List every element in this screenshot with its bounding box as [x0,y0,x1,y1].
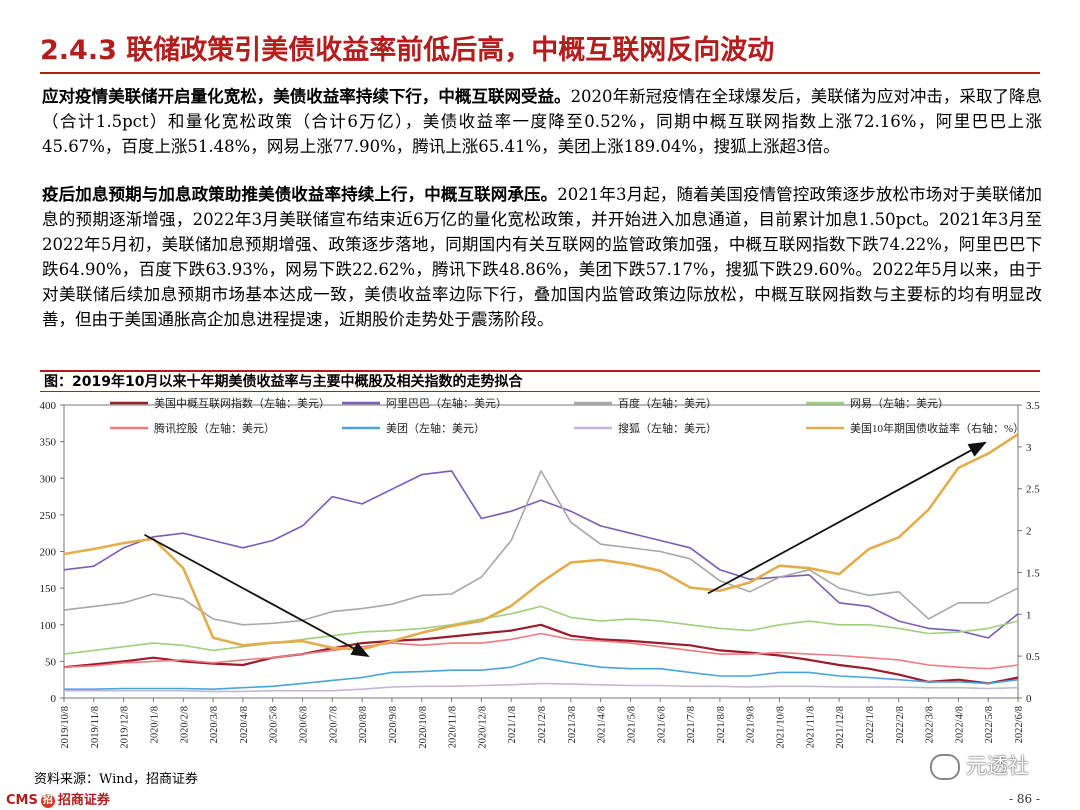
brand-name-cn: 招商证券 [57,793,110,808]
x-axis-tick-label: 2019/12/8 [120,706,131,749]
paragraph-2: 疫后加息预期与加息政策助推美债收益率持续上行，中概互联网承压。2021年3月起，… [42,182,1042,332]
x-axis-tick-label: 2019/11/8 [90,706,101,748]
x-axis-tick-label: 2022/3/8 [925,706,936,743]
series-line [63,605,1019,655]
x-axis-tick-label: 2020/8/8 [358,706,369,743]
paragraph-2-body: 2021年3月起，随着美国疫情管控政策逐步放松市场对于美联储加息的预期逐渐增强，… [42,185,1042,329]
cms-logo: CMS 招招商证券 [6,789,110,808]
x-axis-tick-label: 2019/10/8 [60,706,71,749]
right-axis-tick-label: 3 [1026,442,1032,454]
page-number: - 86 - [1008,792,1040,806]
series-line [63,632,1019,670]
series-line [63,433,1019,651]
wechat-icon [930,754,960,780]
left-axis-tick-label: 350 [40,437,57,449]
x-axis-tick-label: 2020/1/8 [149,706,160,743]
title-underline [40,72,1040,74]
left-axis-tick-label: 50 [45,656,57,668]
x-axis-tick-label: 2020/9/8 [388,706,399,743]
right-axis-tick-label: 0.5 [1026,651,1040,663]
legend-label: 搜狐（左轴：美元） [618,421,717,435]
x-axis-tick-label: 2021/1/8 [507,706,518,743]
series-line [63,470,1019,626]
x-axis-tick-label: 2021/11/8 [805,706,816,748]
left-axis-tick-label: 200 [40,547,57,559]
x-axis-tick-label: 2021/6/8 [656,706,667,743]
left-axis-tick-label: 250 [40,510,57,522]
left-axis-tick-label: 150 [40,583,57,595]
x-axis-tick-label: 2022/1/8 [865,706,876,743]
x-axis-tick-label: 2020/10/8 [418,706,429,749]
x-axis-tick-label: 2021/5/8 [626,706,637,743]
series-line [63,470,1019,639]
figure-caption: 图：2019年10月以来十年期美债收益率与主要中概股及相关指数的走势拟合 [40,370,1040,392]
legend-label: 美国中概互联网指数（左轴：美元） [154,396,330,410]
x-axis-tick-label: 2020/2/8 [179,706,190,743]
x-axis-tick-label: 2020/3/8 [209,706,220,743]
plot-frame [63,404,1019,699]
legend-label: 阿里巴巴（左轴：美元） [386,396,507,410]
x-axis-tick-label: 2022/4/8 [954,706,965,743]
x-axis-tick-label: 2021/3/8 [567,706,578,743]
watermark-text: 元透社 [966,754,1029,778]
legend-label: 百度（左轴：美元） [618,396,717,410]
left-axis-tick-label: 100 [40,620,57,632]
legend-label: 网易（左轴：美元） [850,396,949,410]
x-axis-tick-label: 2021/2/8 [537,706,548,743]
x-axis-tick-label: 2022/5/8 [984,706,995,743]
x-axis-tick-label: 2022/6/8 [1014,706,1025,743]
legend-label: 腾讯控股（左轴：美元） [154,421,275,435]
x-axis-tick-label: 2020/6/8 [299,706,310,743]
trend-arrow [144,533,370,658]
paragraph-1-body: 2020年新冠疫情在全球爆发后，美联储为应对冲击，采取了降息（合计1.5pct）… [42,87,1043,156]
left-axis-tick-label: 300 [40,473,57,485]
series-line [64,656,1019,691]
x-axis-tick-label: 2021/12/8 [835,706,846,749]
x-axis-tick-label: 2021/10/8 [776,706,787,749]
x-axis-tick-label: 2021/7/8 [686,706,697,743]
right-axis-tick-label: 3.5 [1026,400,1040,412]
x-axis-tick-label: 2021/4/8 [597,706,608,743]
source-note: 资料来源：Wind，招商证券 [34,772,198,787]
legend-label: 美团（左轴：美元） [386,421,485,435]
paragraph-2-lead: 疫后加息预期与加息政策助推美债收益率持续上行，中概互联网承压。 [42,185,558,204]
brand-name: CMS [6,793,38,808]
section-title: 2.4.3 联储政策引美债收益率前低后高，中概互联网反向波动 [40,35,775,66]
left-axis-tick-label: 0 [51,693,57,705]
right-axis-tick-label: 2 [1026,526,1032,538]
right-axis-tick-label: 1 [1026,609,1032,621]
paragraph-1: 应对疫情美联储开启量化宽松，美债收益率持续下行，中概互联网受益。2020年新冠疫… [42,84,1042,159]
paragraph-1-lead: 应对疫情美联储开启量化宽松，美债收益率持续下行，中概互联网受益。 [42,87,571,106]
right-axis-tick-label: 0 [1026,693,1032,705]
x-axis-tick-label: 2020/7/8 [328,706,339,743]
series-line [64,682,1019,693]
x-axis-tick-label: 2020/5/8 [269,706,280,743]
left-axis-tick-label: 400 [40,400,57,412]
series-line [63,623,1019,685]
right-axis-tick-label: 2.5 [1026,484,1040,496]
x-axis-tick-label: 2020/4/8 [239,706,250,743]
x-axis-tick-label: 2021/9/8 [746,706,757,743]
right-axis-tick-label: 1.5 [1026,567,1040,579]
x-axis-tick-label: 2022/2/8 [895,706,906,743]
x-axis-tick-label: 2020/11/8 [448,706,459,748]
legend-label: 美国10年期国债收益率（右轴：%） [850,421,1024,435]
watermark: 元透社 [930,750,1029,780]
yield-vs-stocks-chart: 0 50 100 150 200 250 300 350 400 0 0.5 1 1.5 2 2.5 3 3.5… [40,396,1041,749]
brand-icon: 招 [40,793,55,808]
trend-arrow [707,441,987,595]
x-axis-tick-label: 2020/12/8 [477,706,488,749]
x-axis-tick-label: 2021/8/8 [716,706,727,743]
